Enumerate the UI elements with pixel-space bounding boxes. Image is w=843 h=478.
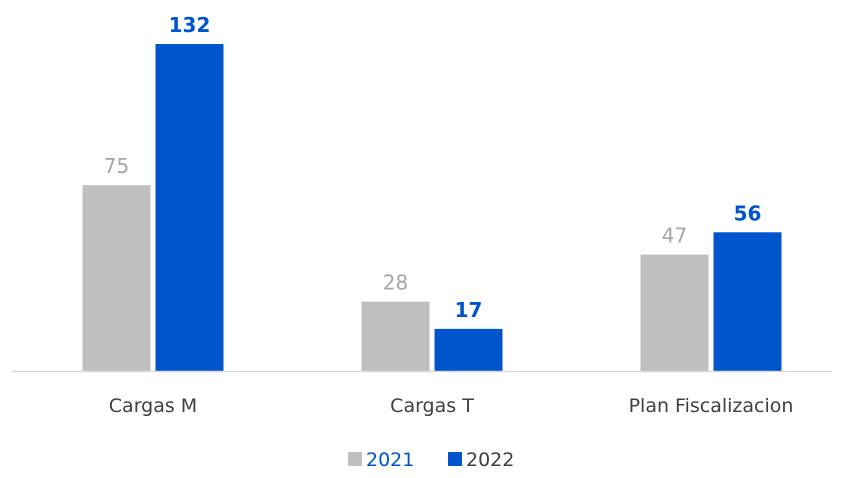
data-label-2021-1: 28 (383, 271, 408, 295)
data-labels-layer: 75 132 28 17 47 56 (104, 13, 762, 322)
legend-swatch-2021 (348, 452, 362, 466)
bar-2022-2 (713, 232, 782, 371)
data-label-2022-0: 132 (169, 13, 211, 37)
data-label-2022-2: 56 (734, 201, 762, 225)
bar-2022-0 (155, 44, 224, 371)
legend-label-2022: 2022 (466, 449, 514, 471)
bar-2021-2 (640, 254, 709, 371)
category-label-1: Cargas T (390, 395, 474, 417)
bar-2021-1 (361, 301, 430, 371)
legend: 2021 2022 (348, 449, 514, 471)
bars-layer (82, 44, 782, 371)
data-label-2021-0: 75 (104, 154, 129, 178)
legend-label-2021: 2021 (366, 449, 414, 471)
category-label-0: Cargas M (109, 395, 197, 417)
data-label-2021-2: 47 (662, 224, 687, 248)
data-label-2022-1: 17 (455, 298, 483, 322)
bar-2022-1 (434, 328, 503, 371)
bar-2021-0 (82, 185, 151, 371)
category-label-2: Plan Fiscalizacion (629, 395, 794, 417)
legend-swatch-2022 (448, 452, 462, 466)
category-labels-layer: Cargas M Cargas T Plan Fiscalizacion (109, 395, 794, 417)
